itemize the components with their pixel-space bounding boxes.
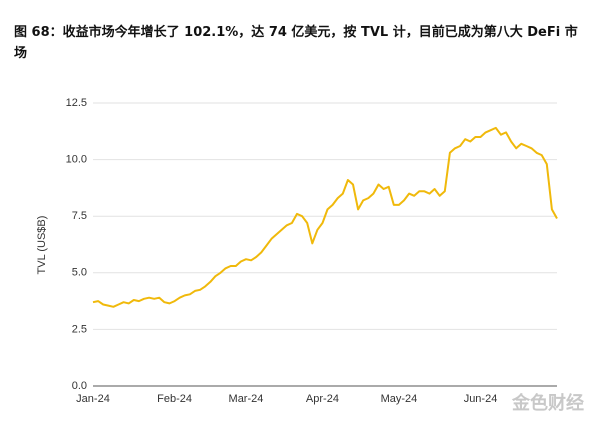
x-tick-label: Mar-24 [229,393,264,405]
data-line [92,126,558,308]
y-tick-label: 12.5 [66,97,87,109]
y-tick-label: 0.0 [72,380,87,392]
x-tick-label: Jan-24 [76,393,110,405]
x-tick-label: Jun-24 [464,393,498,405]
y-tick-label: 5.0 [72,267,87,279]
y-tick-label: 10.0 [66,154,87,166]
watermark: 金色财经 [511,392,584,413]
chart-title: 图 68：收益市场今年增长了 102.1%，达 74 亿美元，按 TVL 计，目… [14,25,578,61]
x-tick-label: Feb-24 [157,393,192,405]
x-tick-label: Apr-24 [306,393,339,405]
x-tick-label: May-24 [381,393,418,405]
y-axis-label: TVL (US$B) [36,216,48,275]
y-tick-label: 7.5 [72,210,87,222]
y-tick-label: 2.5 [72,323,87,335]
